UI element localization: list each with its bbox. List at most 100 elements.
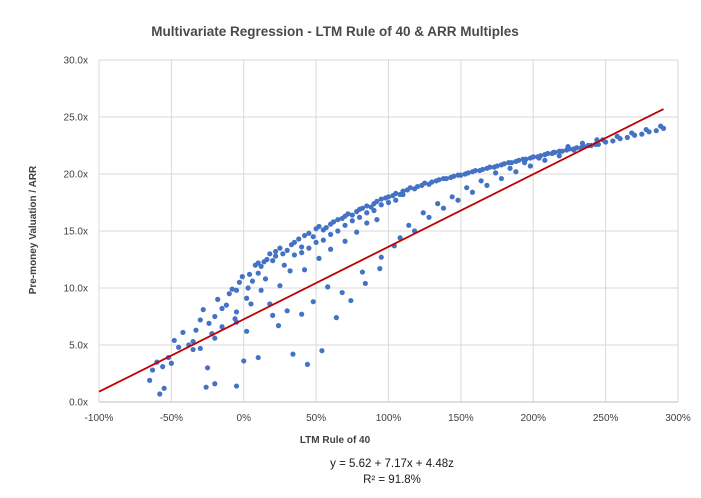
data-point [176, 344, 182, 350]
data-point [226, 291, 232, 297]
data-point [168, 360, 174, 366]
data-point [400, 191, 406, 198]
data-point [244, 328, 250, 334]
data-point [319, 348, 325, 354]
data-point [614, 133, 620, 139]
data-point [233, 287, 240, 293]
data-point [420, 210, 426, 216]
data-point [385, 194, 392, 200]
data-point [449, 194, 455, 200]
data-point [426, 214, 432, 220]
data-point [527, 163, 533, 169]
data-point [339, 289, 345, 296]
y-tick-label: 15.0x [64, 227, 88, 238]
data-point [272, 248, 279, 255]
data-point [371, 207, 377, 214]
data-point [348, 297, 354, 304]
data-point [233, 309, 240, 315]
regression-equation: y = 5.62 + 7.17x + 4.48z [330, 458, 454, 470]
data-point [284, 247, 290, 253]
data-point [374, 217, 380, 223]
data-point [436, 177, 442, 183]
data-point [190, 338, 196, 345]
x-tick-label: 200% [520, 413, 546, 424]
data-point [255, 270, 261, 276]
x-tick-label: 0% [237, 413, 252, 424]
r-squared-label: R² = 91.8% [363, 474, 421, 486]
data-point [342, 222, 348, 228]
data-point [429, 179, 435, 185]
data-point [493, 170, 499, 176]
data-point [516, 157, 522, 163]
data-point [248, 301, 254, 307]
data-point [335, 217, 341, 223]
data-point [556, 153, 562, 159]
data-point [301, 232, 308, 239]
data-point [180, 329, 186, 336]
y-tick-label: 0.0x [69, 398, 88, 409]
data-point [356, 214, 363, 220]
data-point [359, 269, 366, 275]
y-tick-label: 20.0x [64, 170, 88, 181]
data-point [301, 267, 308, 273]
data-point [267, 251, 273, 257]
data-point [368, 204, 374, 210]
data-point [291, 252, 298, 258]
data-point [310, 234, 316, 240]
data-point [160, 364, 166, 370]
data-point [610, 138, 616, 144]
data-point [364, 203, 370, 209]
data-point [197, 345, 203, 352]
axis-layer: 0.0x 5.0x 10.0x 15.0x 20.0x 25.0x 30.0x -100% -5… [64, 56, 691, 425]
data-point [658, 123, 664, 129]
data-point [378, 196, 384, 202]
data-point [219, 324, 225, 330]
data-point [171, 337, 177, 344]
data-point [397, 235, 403, 241]
data-point [639, 131, 645, 137]
y-tick-label: 5.0x [69, 341, 88, 352]
regression-line [98, 108, 664, 393]
data-point [277, 245, 283, 251]
data-point [258, 263, 264, 269]
data-point [377, 266, 383, 272]
data-point [147, 377, 153, 383]
data-point [313, 239, 319, 245]
data-point [203, 384, 209, 390]
data-point [440, 205, 447, 211]
data-point [270, 312, 276, 318]
data-point [328, 246, 334, 252]
data-point [333, 315, 339, 321]
data-point [406, 222, 412, 228]
data-point [244, 295, 250, 301]
data-point [385, 199, 392, 206]
data-point [435, 201, 441, 207]
data-point [364, 220, 370, 226]
data-point [229, 286, 235, 292]
data-point [325, 284, 331, 290]
data-point [287, 268, 293, 274]
data-point [206, 320, 212, 326]
data-point [536, 155, 542, 161]
data-point [487, 164, 493, 170]
data-point [197, 317, 203, 323]
data-point [364, 210, 370, 216]
chart-title: Multivariate Regression - LTM Rule of 40… [151, 24, 519, 39]
data-point [284, 308, 290, 314]
data-point [443, 175, 449, 182]
y-tick-label: 10.0x [64, 284, 88, 295]
data-point [345, 211, 351, 217]
data-point [316, 255, 322, 261]
data-point [223, 302, 229, 308]
data-point [378, 254, 384, 260]
x-tick-label: 250% [593, 413, 619, 424]
data-point [521, 160, 528, 166]
y-tick-label: 25.0x [64, 113, 88, 124]
data-point [545, 150, 551, 157]
x-tick-label: 300% [665, 413, 691, 424]
data-point [255, 354, 261, 361]
data-point [149, 367, 156, 373]
data-point [249, 278, 256, 284]
data-point [245, 285, 251, 291]
